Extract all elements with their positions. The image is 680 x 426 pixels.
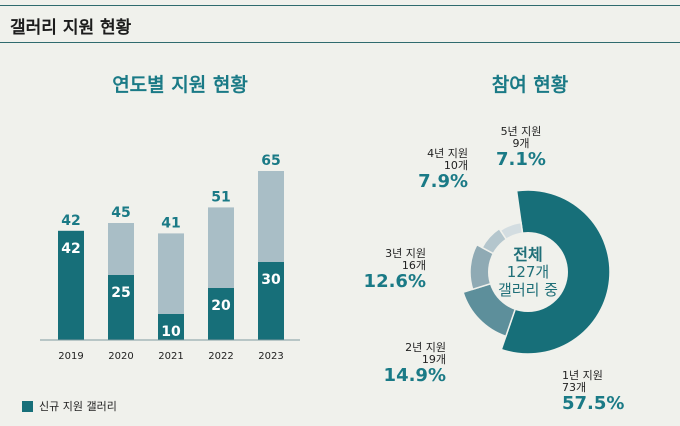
pie-label-name: 4년 지원 xyxy=(427,147,468,160)
pie-center-hole xyxy=(488,232,568,312)
pie-label-count: 73개 xyxy=(562,381,587,395)
bar-segment-returning xyxy=(158,233,184,314)
pie-label-count: 16개 xyxy=(401,259,426,273)
pie-label-year3: 3년 지원 16개 12.6% xyxy=(356,247,426,293)
pie-label-name: 1년 지원 xyxy=(562,369,603,382)
bar-value-label: 10 xyxy=(161,324,181,340)
pie-label-name: 5년 지원 xyxy=(500,125,542,138)
pie-center-label: 전체 127개 갤러리 중 xyxy=(480,245,576,299)
pie-label-year5: 5년 지원 9개 7.1% xyxy=(486,125,556,171)
pie-label-pct: 57.5% xyxy=(562,393,625,415)
bar-chart-title: 연도별 지원 현황 xyxy=(112,74,248,96)
pie-chart-title: 참여 현황 xyxy=(491,74,569,96)
pie-center-line3: 갤러리 중 xyxy=(498,280,558,299)
bar-segment-returning xyxy=(208,207,234,288)
pie-label-pct: 12.6% xyxy=(363,271,426,293)
bar-segment-new xyxy=(158,314,184,340)
x-tick-label: 2022 xyxy=(208,351,233,362)
legend-label: 신규 지원 갤러리 xyxy=(39,400,117,413)
bar-segment-returning xyxy=(258,171,284,262)
bar-total-label: 51 xyxy=(211,189,230,205)
pie-label-name: 3년 지원 xyxy=(385,247,426,260)
bar-total-label: 42 xyxy=(61,213,80,229)
pie-label-year1: 1년 지원 73개 57.5% xyxy=(562,369,632,415)
bar-segment-returning xyxy=(108,223,134,275)
bar-segment-new xyxy=(58,230,84,340)
bar-total-label: 41 xyxy=(161,215,180,231)
bar-segment-new xyxy=(208,288,234,340)
bar-total-label: 45 xyxy=(111,205,130,221)
bar-value-label: 20 xyxy=(211,298,231,314)
bar-value-label: 25 xyxy=(111,285,130,301)
pie-label-pct: 7.9% xyxy=(418,171,468,193)
bar-segment-new xyxy=(258,262,284,340)
x-tick-label: 2020 xyxy=(108,351,133,362)
bar-value-label: 30 xyxy=(261,272,281,288)
pie-center-line1: 전체 xyxy=(513,245,543,264)
pie-center-line2: 127개 xyxy=(506,263,550,282)
bar-total-label: 65 xyxy=(261,153,280,169)
pie-label-name: 2년 지원 xyxy=(405,341,446,354)
pie-label-pct: 14.9% xyxy=(383,365,446,387)
x-tick-label: 2023 xyxy=(258,351,283,362)
pie-label-year4: 4년 지원 10개 7.9% xyxy=(398,147,468,193)
title-rule xyxy=(0,42,680,43)
x-tick-label: 2019 xyxy=(58,351,83,362)
bar-chart-legend: 신규 지원 갤러리 xyxy=(22,398,117,414)
legend-swatch xyxy=(22,400,33,412)
pie-label-count: 19개 xyxy=(421,353,446,367)
top-rule xyxy=(0,5,680,6)
pie-label-count: 9개 xyxy=(512,137,530,151)
pie-label-count: 10개 xyxy=(443,159,468,173)
bar-value-label: 42 xyxy=(61,241,80,257)
bar-segment-new xyxy=(108,275,134,340)
page-title: 갤러리 지원 현황 xyxy=(10,18,132,38)
pie-label-year2: 2년 지원 19개 14.9% xyxy=(376,341,446,387)
pie-label-pct: 7.1% xyxy=(496,149,546,171)
x-tick-label: 2021 xyxy=(158,351,183,362)
